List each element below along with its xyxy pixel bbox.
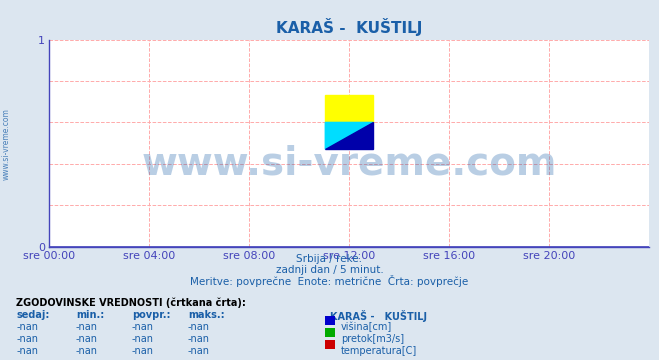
Text: Srbija / reke.: Srbija / reke. — [297, 254, 362, 264]
Text: zadnji dan / 5 minut.: zadnji dan / 5 minut. — [275, 265, 384, 275]
Text: KARAŠ -   KUŠTILJ: KARAŠ - KUŠTILJ — [330, 310, 426, 322]
Text: Meritve: povprečne  Enote: metrične  Črta: povprečje: Meritve: povprečne Enote: metrične Črta:… — [190, 275, 469, 287]
Text: sedaj:: sedaj: — [16, 310, 50, 320]
Text: pretok[m3/s]: pretok[m3/s] — [341, 334, 404, 344]
Text: min.:: min.: — [76, 310, 104, 320]
Polygon shape — [326, 122, 373, 149]
Text: -nan: -nan — [16, 334, 38, 344]
Title: KARAŠ -  KUŠTILJ: KARAŠ - KUŠTILJ — [276, 18, 422, 36]
Text: -nan: -nan — [16, 346, 38, 356]
Text: -nan: -nan — [132, 346, 154, 356]
Text: -nan: -nan — [76, 322, 98, 332]
Text: višina[cm]: višina[cm] — [341, 322, 392, 332]
Text: www.si-vreme.com: www.si-vreme.com — [2, 108, 11, 180]
Text: povpr.:: povpr.: — [132, 310, 170, 320]
Text: -nan: -nan — [188, 346, 210, 356]
Text: maks.:: maks.: — [188, 310, 225, 320]
Text: -nan: -nan — [16, 322, 38, 332]
Polygon shape — [326, 122, 373, 149]
Text: -nan: -nan — [188, 334, 210, 344]
Text: ZGODOVINSKE VREDNOSTI (črtkana črta):: ZGODOVINSKE VREDNOSTI (črtkana črta): — [16, 297, 246, 307]
Text: -nan: -nan — [76, 346, 98, 356]
Text: temperatura[C]: temperatura[C] — [341, 346, 417, 356]
Text: -nan: -nan — [132, 334, 154, 344]
Text: www.si-vreme.com: www.si-vreme.com — [142, 145, 557, 183]
Text: -nan: -nan — [188, 322, 210, 332]
Text: -nan: -nan — [76, 334, 98, 344]
Text: -nan: -nan — [132, 322, 154, 332]
Polygon shape — [326, 95, 373, 122]
